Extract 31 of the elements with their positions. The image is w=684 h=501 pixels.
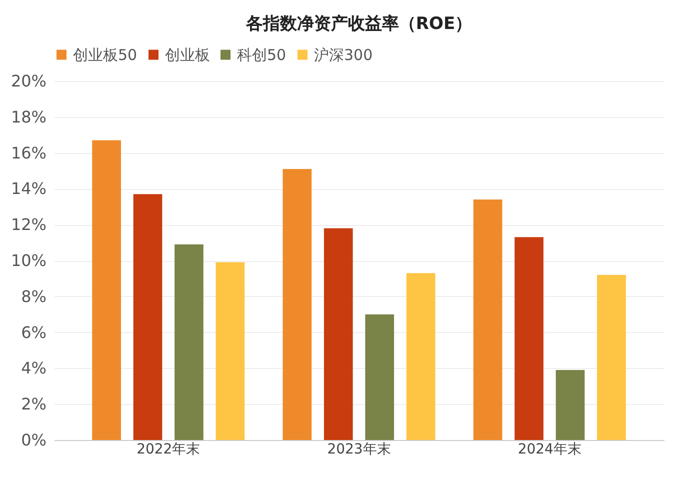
- bar: [556, 370, 585, 440]
- y-tick-label: 4%: [21, 358, 46, 378]
- y-tick-label: 6%: [21, 322, 46, 342]
- y-tick-label: 8%: [21, 286, 46, 306]
- legend-label: 创业板: [165, 46, 210, 64]
- bar: [133, 194, 162, 440]
- bar: [473, 199, 502, 440]
- x-tick-label: 2022年末: [136, 442, 200, 458]
- bar: [174, 244, 204, 440]
- x-tick-label: 2023年末: [327, 442, 391, 458]
- bar: [324, 228, 353, 440]
- bar: [216, 262, 245, 440]
- y-tick-label: 0%: [21, 430, 46, 450]
- legend-label: 创业板50: [73, 46, 138, 64]
- legend-label: 科创50: [237, 46, 286, 64]
- y-tick-label: 2%: [21, 394, 46, 414]
- y-tick-label: 20%: [10, 72, 46, 90]
- x-tick-label: 2024年末: [518, 442, 582, 458]
- bar: [92, 140, 121, 440]
- bar: [597, 274, 626, 440]
- y-tick-label: 14%: [10, 179, 46, 198]
- bar: [406, 273, 436, 440]
- bar: [514, 237, 544, 440]
- chart-title: 各指数净资产收益率（ROE）: [244, 14, 472, 34]
- legend-label: 沪深300: [314, 46, 373, 64]
- y-tick-label: 12%: [10, 215, 46, 234]
- y-tick-label: 16%: [10, 143, 46, 162]
- y-tick-label: 10%: [10, 251, 46, 270]
- y-tick-label: 18%: [10, 107, 46, 126]
- bar: [365, 314, 394, 440]
- bar: [282, 168, 312, 440]
